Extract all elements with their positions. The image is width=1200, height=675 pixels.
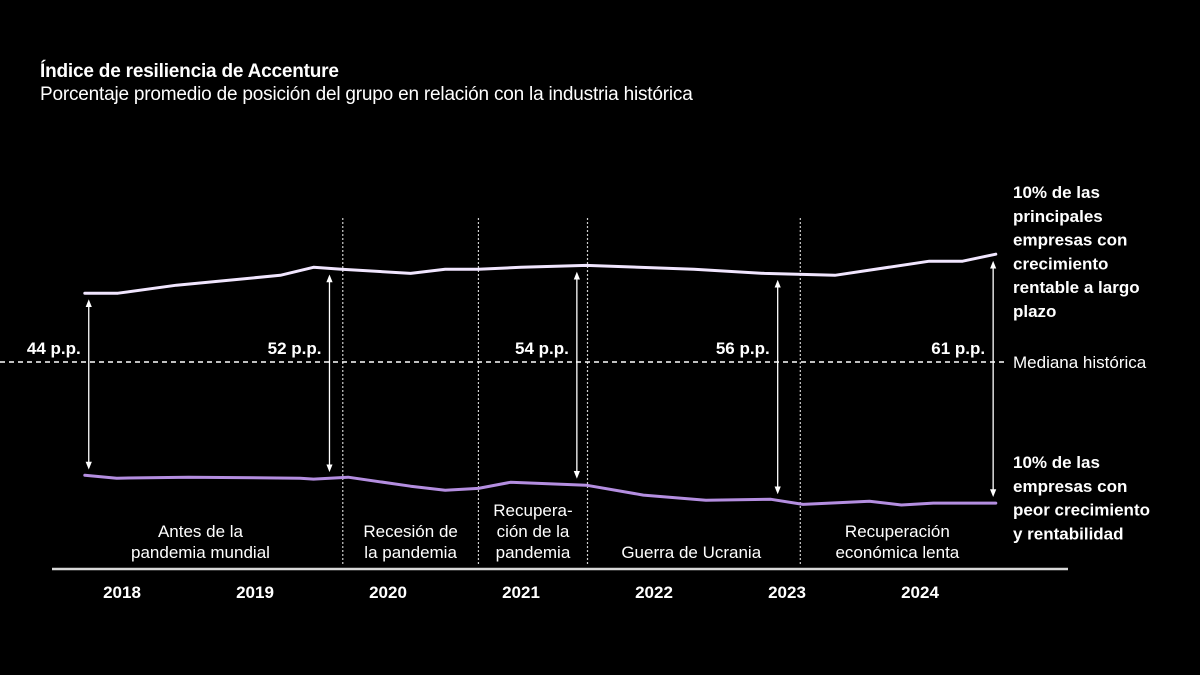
period-label-line: la pandemia — [364, 543, 457, 562]
median-label: Mediana histórica — [1013, 353, 1147, 372]
series-label-line: crecimiento — [1013, 254, 1108, 273]
period-label: Antes de la pandemia mundial — [131, 522, 270, 562]
series-label-line: peor crecimiento — [1013, 501, 1150, 520]
x-tick-label: 2021 — [502, 583, 540, 602]
series-label-line: 10% de las — [1013, 453, 1100, 472]
gap-label: 52 p.p. — [268, 339, 322, 358]
x-tick-label: 2023 — [768, 583, 806, 602]
period-label-line: Recuperación — [845, 522, 950, 541]
series-label-line: principales — [1013, 207, 1103, 226]
top-performers-line — [83, 252, 998, 295]
series-label-line: y rentabilidad — [1013, 524, 1124, 543]
x-tick-label: 2019 — [236, 583, 274, 602]
x-tick-label: 2022 — [635, 583, 673, 602]
series-lines — [83, 252, 998, 507]
gap-label: 44 p.p. — [27, 339, 81, 358]
gap-label: 61 p.p. — [931, 339, 985, 358]
period-label: Guerra de Ucrania — [621, 543, 761, 562]
period-label: Recupera-ción de la pandemia — [493, 501, 572, 562]
gap-annotations: 44 p.p. 52 p.p. 54 p.p. 56 p.p. 61 p.p. — [27, 260, 997, 498]
x-tick-label: 2018 — [103, 583, 141, 602]
series-label-line: empresas con — [1013, 231, 1127, 250]
chart-title: Índice de resiliencia de Accenture — [40, 61, 339, 82]
period-label-line: económica lenta — [835, 543, 959, 562]
gap-label: 56 p.p. — [716, 339, 770, 358]
period-label-line: Antes de la — [158, 522, 244, 541]
x-tick-label: 2024 — [901, 583, 939, 602]
bottom-performers-line — [83, 473, 998, 507]
period-label-line: Recupera- — [493, 501, 572, 520]
median-group: Mediana histórica — [0, 353, 1147, 372]
period-labels: Antes de la pandemia mundial Recesión de la… — [131, 501, 960, 562]
series-label-line: 10% de las — [1013, 183, 1100, 202]
x-axis: 2018 2019 2020 2021 2022 2023 2024 — [52, 567, 1068, 602]
chart-subtitle: Porcentaje promedio de posición del grup… — [40, 84, 693, 105]
bottom-performers-label: 10% de las empresas con peor crecimiento y … — [1013, 453, 1150, 543]
period-label-line: pandemia — [496, 543, 571, 562]
series-label-line: plazo — [1013, 302, 1056, 321]
period-label-line: pandemia mundial — [131, 543, 270, 562]
series-label-line: rentable a largo — [1013, 278, 1140, 297]
top-performers-label: 10% de las principales empresas con crecimi… — [1013, 183, 1140, 321]
gap-label: 54 p.p. — [515, 339, 569, 358]
period-label-line: Recesión de — [363, 522, 458, 541]
x-tick-label: 2020 — [369, 583, 407, 602]
period-label-line: Guerra de Ucrania — [621, 543, 761, 562]
period-label: Recesión de la pandemia — [363, 522, 458, 562]
series-label-line: empresas con — [1013, 477, 1127, 496]
period-label-line: ción de la — [497, 522, 570, 541]
period-label: Recuperación económica lenta — [835, 522, 959, 562]
series-labels: 10% de las principales empresas con crecimi… — [1013, 183, 1150, 543]
